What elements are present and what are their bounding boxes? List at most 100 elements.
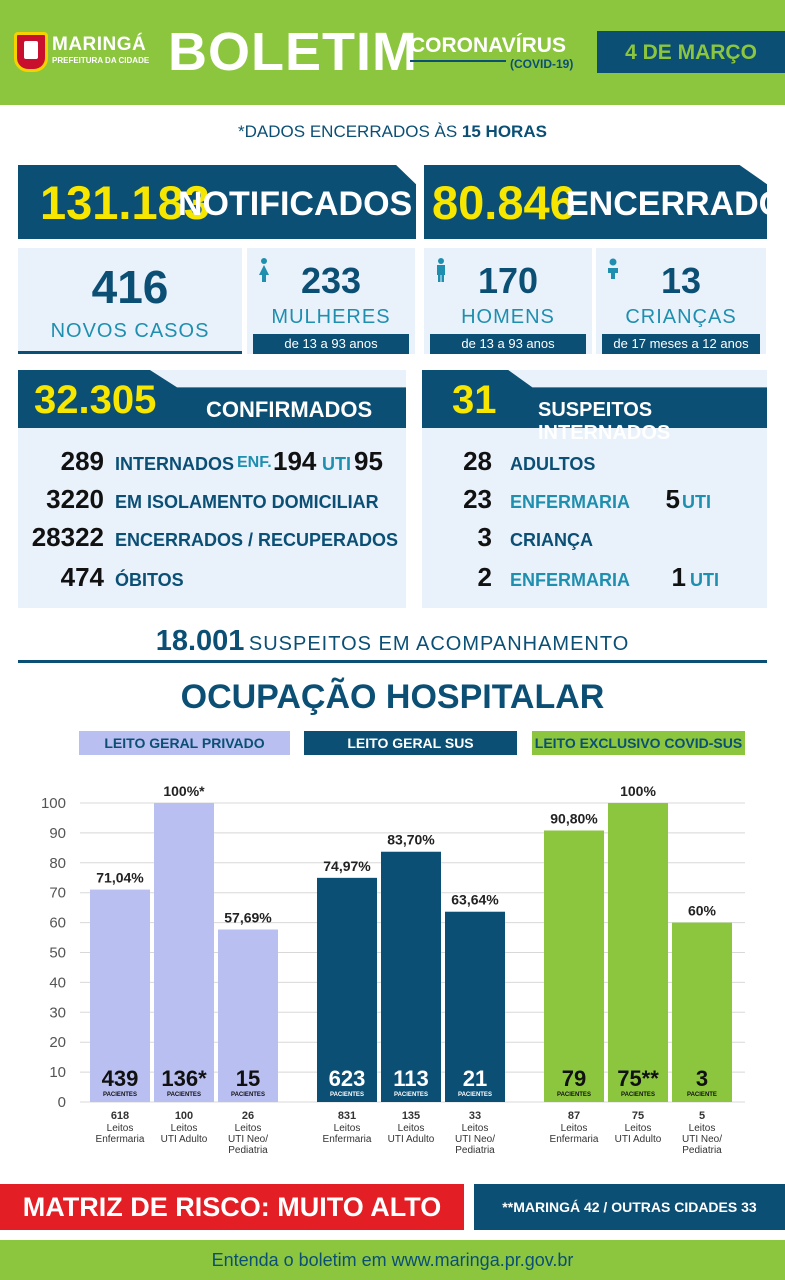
bar-pct-label: 57,69% — [224, 910, 272, 926]
crianca-enf-label: ENFERMARIA — [510, 570, 630, 590]
city-subtitle: PREFEITURA DA CIDADE — [52, 56, 150, 65]
crianca-value: 3 — [477, 522, 492, 552]
risk-banner: MATRIZ DE RISCO: MUITO ALTO — [0, 1184, 464, 1230]
bar-leitos-value: 87 — [568, 1110, 580, 1122]
adultos-uti-value: 5 — [665, 484, 680, 514]
bar — [317, 877, 377, 1102]
risk-note: **MARINGÁ 42 / OUTRAS CIDADES 33 — [474, 1184, 785, 1230]
bar-pct-label: 63,64% — [451, 892, 499, 908]
bar-category-label: Pediatria — [228, 1145, 268, 1156]
note-hour: 15 HORAS — [461, 122, 547, 141]
mulheres-value: 233 — [300, 260, 362, 301]
adultos-enf-row: 23 ENFERMARIA 5 UTI — [422, 484, 767, 522]
recuperados-row: 28322 ENCERRADOS / RECUPERADOS — [18, 522, 406, 560]
bar-pct-label: 100% — [620, 783, 656, 799]
novos-casos-label: NOVOS CASOS — [50, 320, 210, 342]
adultos-uti-label: UTI — [682, 492, 711, 512]
novos-casos-card: 416 NOVOS CASOS — [18, 248, 242, 354]
bar-pacientes-value: 15 — [236, 1066, 260, 1091]
bar-pacientes-label: PACIENTES — [557, 1092, 591, 1098]
obitos-value: 474 — [60, 562, 104, 592]
mulheres-label: MULHERES — [271, 306, 391, 328]
bar-pacientes-label: PACIENTES — [167, 1092, 201, 1098]
bar — [381, 851, 441, 1102]
encerrados-label: ENCERRADOS — [566, 185, 785, 223]
crianca-row: 3 CRIANÇA — [422, 522, 767, 560]
bar-pacientes-label: PACIENTES — [103, 1092, 137, 1098]
bar-leitos-value: 831 — [338, 1110, 356, 1122]
bar-leitos-value: 5 — [699, 1110, 705, 1122]
notificados-banner: 131.183 NOTIFICADOS — [18, 165, 416, 239]
crianca-enf-value: 2 — [477, 562, 492, 592]
homens-card: 170 HOMENS de 13 a 93 anos — [424, 248, 592, 354]
bar-category-label: UTI Neo/ — [455, 1134, 495, 1145]
crianca-uti-label: UTI — [690, 570, 719, 590]
bar-pacientes-value: 3 — [696, 1066, 708, 1091]
adultos-enf-label: ENFERMARIA — [510, 492, 630, 512]
bar — [445, 911, 505, 1102]
bar-pacientes-label: PACIENTES — [621, 1092, 655, 1098]
encerrados-banner: 80.846 ENCERRADOS — [424, 165, 767, 239]
bar-pacientes-value: 136* — [161, 1066, 207, 1091]
criancas-range: de 17 meses a 12 anos — [602, 334, 760, 354]
bar-category-label: Leitos — [462, 1123, 489, 1134]
recuperados-label: ENCERRADOS / RECUPERADOS — [115, 530, 399, 550]
subtitle-divider — [410, 60, 506, 62]
bar-pacientes-label: PACIENTES — [394, 1092, 428, 1098]
bar-category-label: Leitos — [235, 1123, 262, 1134]
city-crest-icon — [14, 32, 48, 72]
homens-label: HOMENS — [461, 306, 555, 328]
acompanhamento-line: 18.001 SUSPEITOS EM ACOMPANHAMENTO — [0, 625, 785, 658]
y-tick-label: 70 — [49, 885, 66, 902]
notificados-label: NOTIFICADOS — [178, 185, 413, 223]
criancas-card: 13 CRIANÇAS de 17 meses a 12 anos — [596, 248, 766, 354]
subtitle-tag: (COVID-19) — [510, 57, 574, 71]
crianca-label: CRIANÇA — [510, 530, 593, 550]
group-header-covid: LEITO EXCLUSIVO COVID-SUS — [532, 731, 745, 755]
encerrados-value: 80.846 — [432, 176, 576, 229]
uti-value: 95 — [354, 446, 383, 476]
woman-icon — [259, 258, 269, 282]
bar-pacientes-value: 21 — [463, 1066, 487, 1091]
bar-category-label: Leitos — [561, 1123, 588, 1134]
y-tick-label: 40 — [49, 974, 66, 991]
confirmados-value: 32.305 — [34, 378, 157, 422]
bar-category-label: Leitos — [171, 1123, 198, 1134]
bar-category-label: Enfermaria — [550, 1134, 599, 1145]
bar — [544, 830, 604, 1102]
isolamento-label: EM ISOLAMENTO DOMICILIAR — [115, 492, 379, 512]
bar-category-label: Enfermaria — [96, 1134, 145, 1145]
bar-category-label: Leitos — [398, 1123, 425, 1134]
bar-leitos-value: 100 — [175, 1110, 193, 1122]
bar-pacientes-value: 113 — [393, 1066, 429, 1091]
bar — [154, 803, 214, 1102]
bar-pct-label: 60% — [688, 903, 717, 919]
city-name: MARINGÁ — [52, 34, 147, 55]
footer-link[interactable]: Entenda o boletim em www.maringa.pr.gov.… — [0, 1240, 785, 1280]
confirmados-label: CONFIRMADOS — [206, 397, 373, 422]
mulheres-card: 233 MULHERES de 13 a 93 anos — [247, 248, 415, 354]
y-tick-label: 80 — [49, 855, 66, 872]
group-header-privado: LEITO GERAL PRIVADO — [79, 731, 290, 755]
bar-pct-label: 71,04% — [96, 870, 144, 886]
acompanhamento-value: 18.001 — [155, 625, 245, 657]
acompanhamento-label: SUSPEITOS EM ACOMPANHAMENTO — [248, 633, 630, 655]
bar-leitos-value: 618 — [111, 1110, 129, 1122]
uti-label: UTI — [322, 454, 351, 474]
crianca-enf-row: 2 ENFERMARIA 1 UTI — [422, 562, 767, 600]
date-text: 4 DE MARÇO — [625, 41, 757, 64]
bar-category-label: Leitos — [689, 1123, 716, 1134]
bar-pacientes-value: 79 — [562, 1066, 586, 1091]
city-logo: MARINGÁ PREFEITURA DA CIDADE — [14, 24, 164, 84]
isolamento-value: 3220 — [46, 484, 104, 514]
y-tick-label: 20 — [49, 1034, 66, 1051]
suspeitos-label: SUSPEITOS INTERNADOS — [538, 399, 671, 444]
data-cutoff-note: *DADOS ENCERRADOS ÀS 15 HORAS — [0, 122, 785, 142]
bar-category-label: UTI Neo/ — [682, 1134, 722, 1145]
section-divider — [18, 660, 767, 663]
bar-category-label: Pediatria — [455, 1145, 495, 1156]
bar-pct-label: 74,97% — [323, 858, 371, 874]
bar-pacientes-value: 75** — [617, 1066, 659, 1091]
y-tick-label: 60 — [49, 915, 66, 932]
criancas-label: CRIANÇAS — [625, 306, 737, 328]
